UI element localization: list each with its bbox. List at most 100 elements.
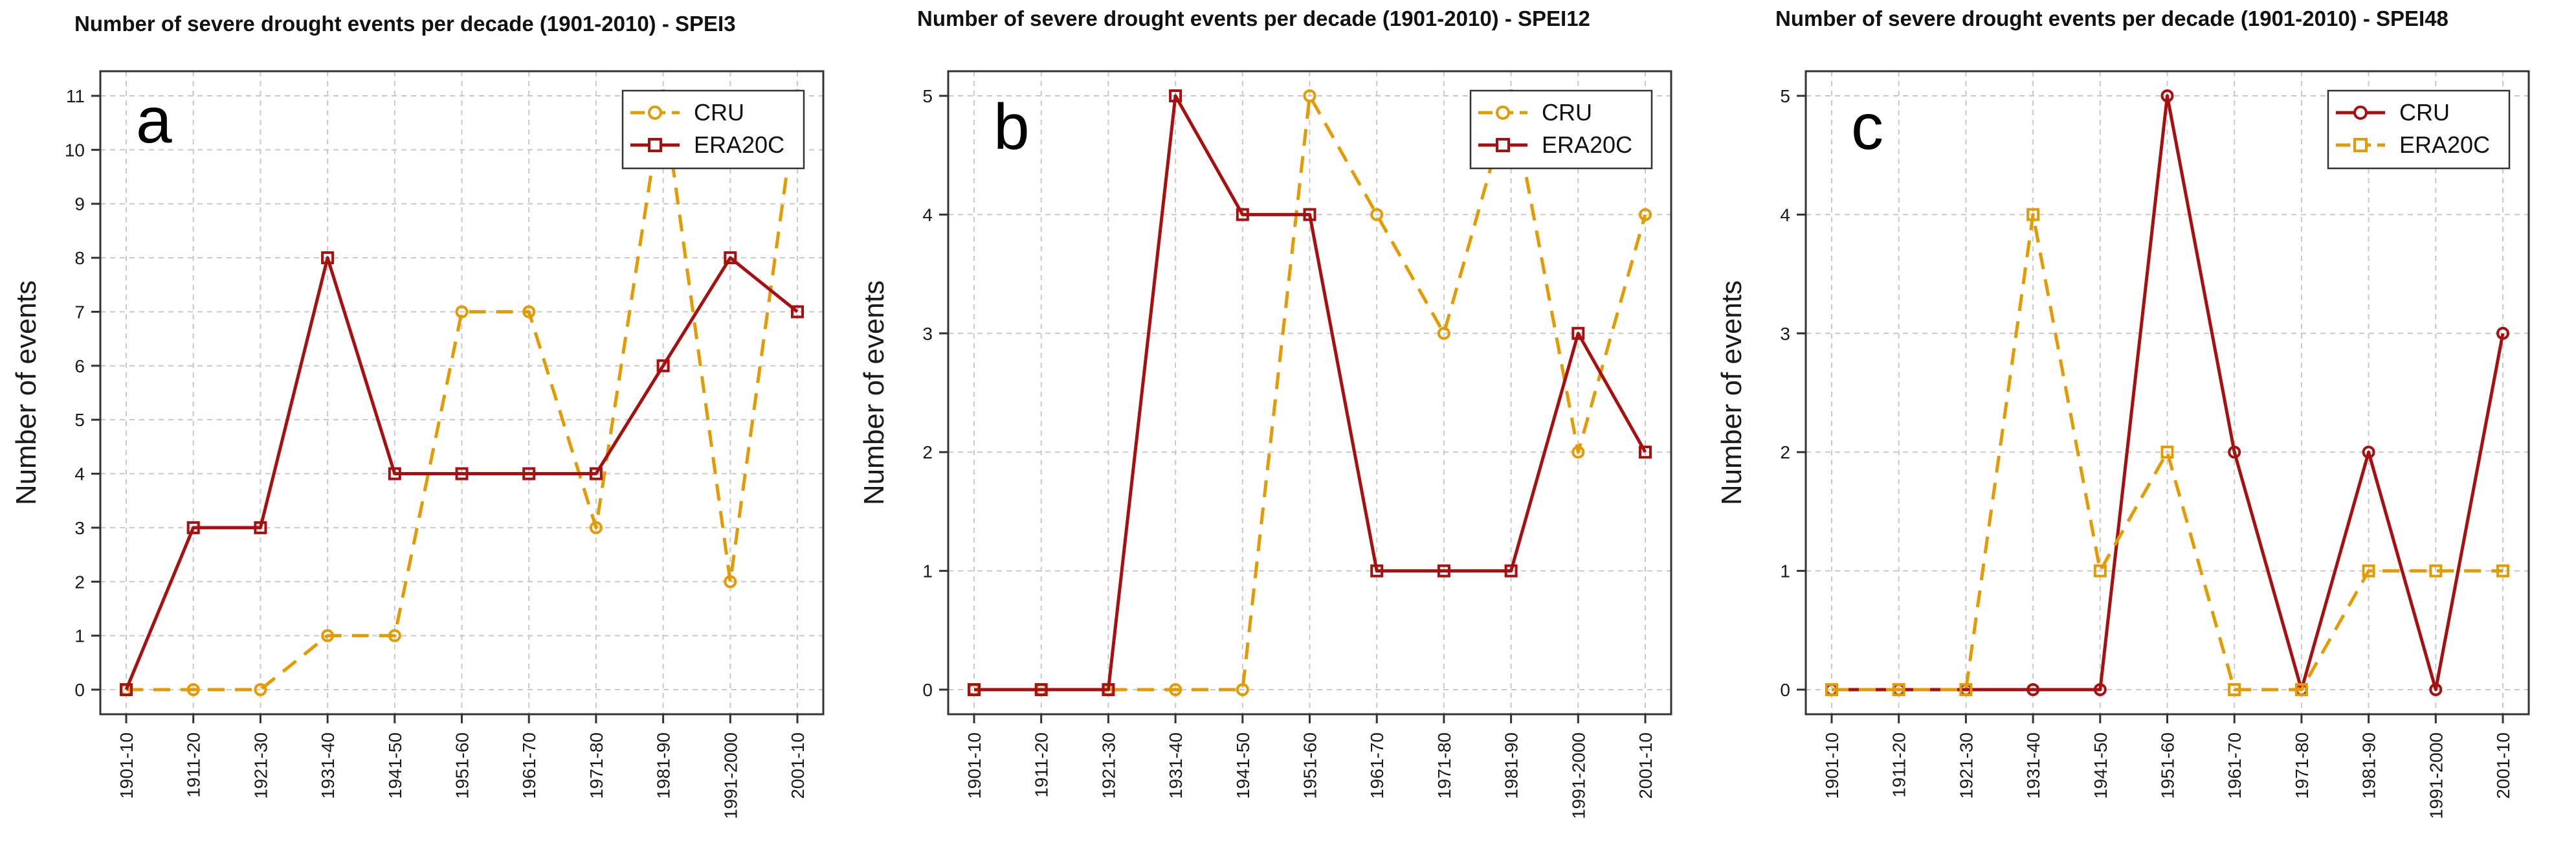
x-tick-label: 1941-50 (385, 732, 405, 799)
data-point-era20c (2160, 446, 2174, 459)
data-point-cru (2228, 446, 2241, 459)
x-tick-label: 1961-70 (1367, 732, 1387, 799)
y-tick-label: 2 (74, 572, 85, 592)
data-point-cru (2362, 446, 2375, 459)
series-era20c (968, 89, 1652, 696)
y-tick-label: 7 (74, 302, 85, 322)
x-tick-label: 1931-40 (2023, 732, 2043, 799)
data-point-era20c (1959, 683, 1973, 696)
x-tick-label: 1941-50 (1233, 732, 1253, 799)
data-point-era20c (1892, 683, 1905, 696)
series-era20c (120, 251, 804, 696)
data-point-era20c (2429, 564, 2443, 578)
x-tick-label: 1961-70 (519, 732, 539, 799)
x-tick-label: 1961-70 (2225, 732, 2245, 799)
y-tick-label: 3 (74, 518, 85, 538)
x-tick-label: 1971-80 (1434, 732, 1454, 799)
y-tick-label: 2 (1780, 442, 1790, 462)
legend-label-era20c: ERA20C (2399, 131, 2490, 158)
data-point-era20c (2362, 564, 2375, 578)
x-tick-label: 1981-90 (654, 732, 674, 799)
y-tick-label: 4 (922, 205, 933, 225)
data-point-era20c (1034, 683, 1048, 696)
x-tick-label: 1911-20 (184, 732, 204, 798)
y-axis-label: Number of events (10, 280, 42, 505)
data-point-era20c (1825, 683, 1838, 696)
legend-box (621, 89, 805, 170)
data-point-era20c (1303, 208, 1316, 221)
chart-panel-a: 0 1 2 3 4 5 6 7 8 9 10 11 1901-10 1911-20 1921-30 1931-… (10, 12, 825, 819)
x-tick-label: 1971-80 (2292, 732, 2312, 799)
x-tick-label: 1981-90 (2359, 732, 2379, 799)
legend-marker (1496, 138, 1510, 152)
data-point-cru (1571, 446, 1585, 459)
data-point-era20c (522, 467, 536, 480)
legend-marker (2353, 138, 2368, 152)
x-tick-label: 1951-60 (2158, 732, 2178, 799)
data-point-era20c (120, 683, 133, 696)
x-tick-label: 1971-80 (586, 732, 606, 799)
y-tick-label: 10 (65, 140, 85, 160)
legend-marker (1496, 106, 1510, 120)
y-tick-label: 5 (922, 86, 933, 106)
x-tick-label: 1911-20 (1889, 732, 1909, 798)
data-point-cru (522, 305, 536, 319)
y-axis-label: Number of events (1716, 280, 1748, 505)
x-tick-label: 1901-10 (964, 732, 984, 799)
y-tick-label: 9 (74, 194, 85, 214)
chart-title: Number of severe drought events per deca… (74, 12, 736, 36)
y-tick-label: 1 (74, 626, 85, 646)
data-point-era20c (1639, 446, 1652, 459)
x-tick-label: 2001-10 (788, 732, 808, 799)
data-point-era20c (388, 467, 401, 480)
panel-label: a (136, 84, 172, 157)
y-tick-label: 1 (922, 561, 933, 581)
chart-title: Number of severe drought events per deca… (917, 6, 1590, 30)
y-tick-label: 5 (1780, 86, 1790, 106)
legend-label-era20c: ERA20C (694, 131, 784, 158)
data-point-era20c (656, 359, 670, 372)
data-point-cru (1370, 208, 1384, 221)
legend-label-cru: CRU (1542, 99, 1592, 126)
data-point-era20c (968, 683, 981, 696)
chart-panel-b: 0 1 2 3 4 5 1901-10 1911-20 1921-30 1931-40 1941-5… (858, 6, 1672, 819)
data-point-era20c (724, 251, 737, 265)
y-tick-label: 3 (1780, 324, 1790, 344)
y-tick-label: 2 (922, 442, 933, 462)
data-point-cru (1437, 326, 1450, 340)
x-tick-label: 1951-60 (1300, 732, 1320, 799)
data-point-era20c (1571, 326, 1585, 340)
data-point-era20c (1504, 564, 1518, 578)
y-tick-label: 8 (74, 248, 85, 268)
legend-label-era20c: ERA20C (1542, 131, 1632, 158)
data-point-cru (2429, 683, 2443, 696)
series-era20c (1825, 208, 2509, 696)
legend-box (1469, 89, 1653, 170)
legend: CRU ERA20C (1469, 89, 1653, 170)
chart-panel-c: 0 1 2 3 4 5 1901-10 1911-20 1921-30 1931-40 1941-5… (1716, 6, 2530, 819)
data-point-era20c (1370, 564, 1384, 578)
x-tick-label: 1991-2000 (2426, 732, 2446, 819)
data-point-cru (1639, 208, 1652, 221)
x-tick-label: 1901-10 (117, 732, 137, 799)
x-tick-label: 1931-40 (318, 732, 338, 799)
x-tick-label: 1931-40 (1166, 732, 1186, 799)
data-point-cru (2496, 326, 2509, 340)
data-point-cru (1169, 683, 1183, 696)
data-point-cru (724, 575, 737, 589)
y-axis-label: Number of events (858, 280, 890, 505)
y-tick-label: 4 (74, 464, 85, 484)
y-tick-label: 6 (74, 356, 85, 376)
data-point-cru (589, 521, 603, 534)
data-point-cru (186, 683, 200, 696)
data-point-cru (321, 629, 335, 642)
x-tick-label: 2001-10 (2493, 732, 2513, 799)
y-tick-label: 4 (1780, 205, 1790, 225)
legend-marker (2353, 106, 2368, 120)
data-point-cru (1303, 89, 1316, 102)
panel-label: c (1851, 91, 1883, 163)
y-tick-label: 5 (74, 410, 85, 430)
data-point-cru (254, 683, 267, 696)
panel-label: b (994, 91, 1030, 163)
